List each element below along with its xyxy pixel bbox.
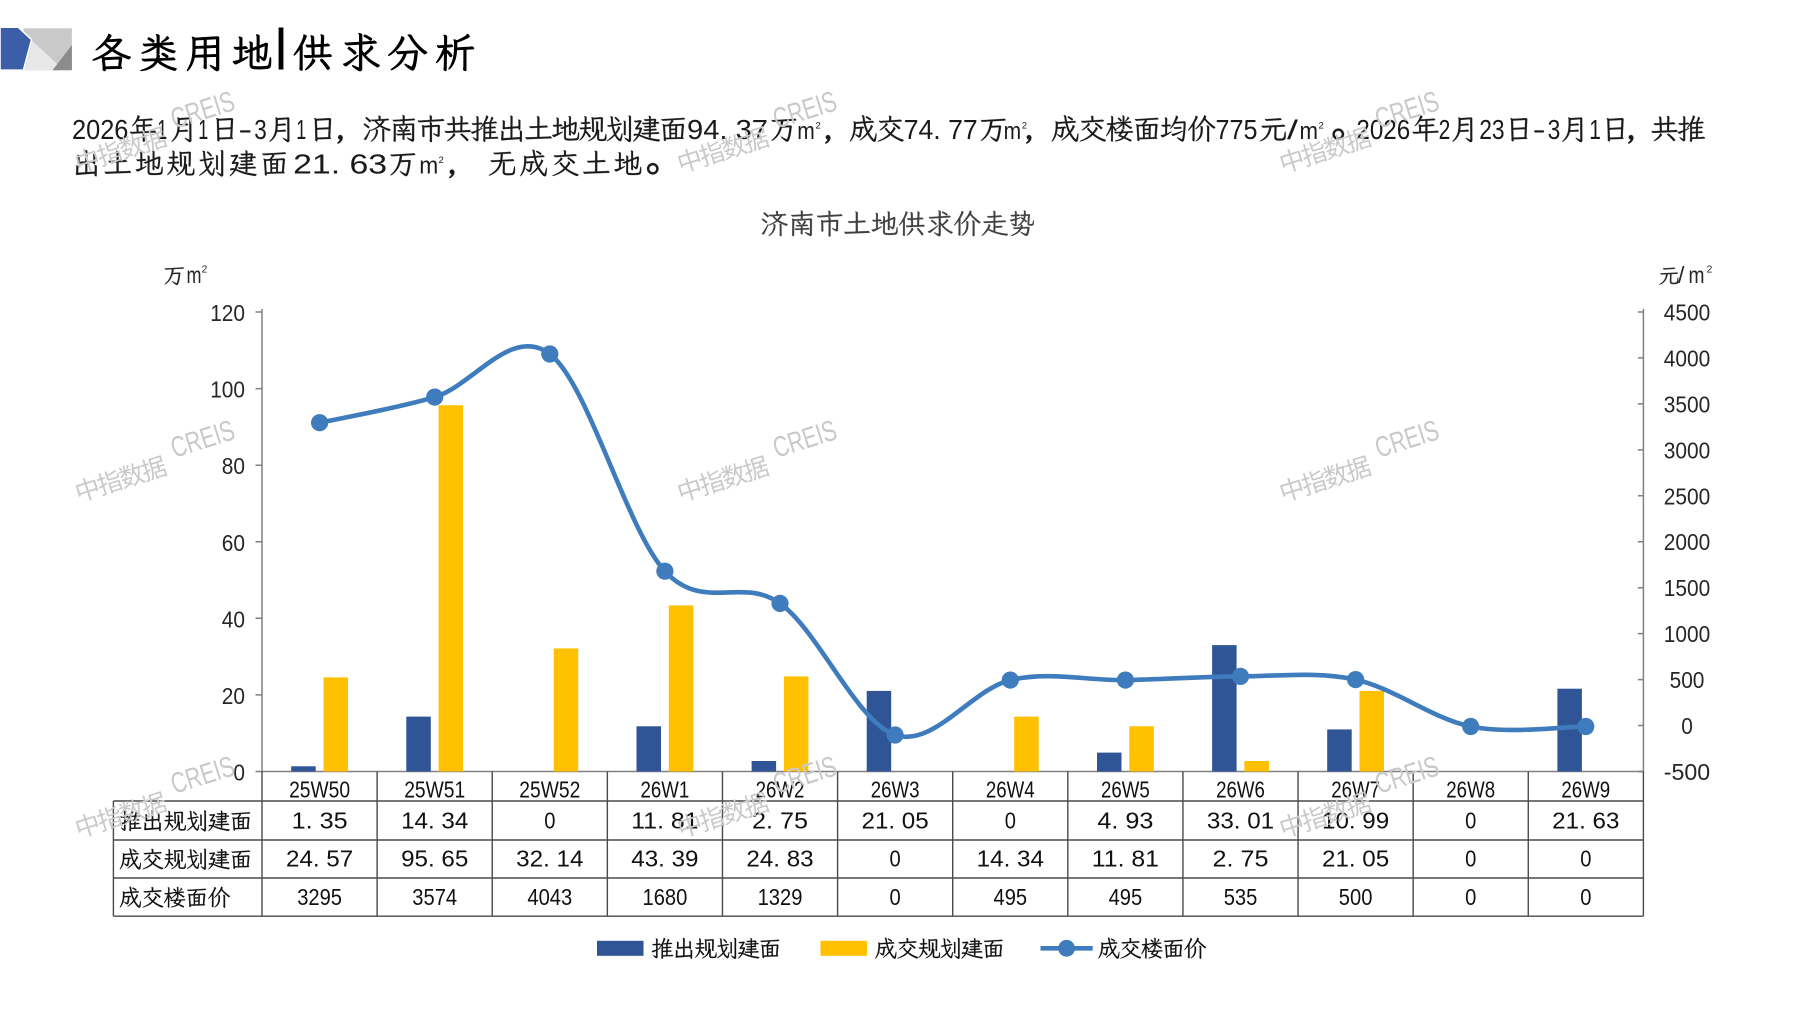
svg-text:0: 0 [1465,846,1476,872]
svg-text:0: 0 [1005,807,1016,833]
svg-text:2500: 2500 [1664,483,1710,509]
svg-text:3: 3 [254,114,266,145]
svg-text:120: 120 [210,300,245,326]
svg-text:26W2: 26W2 [756,777,805,803]
svg-text:2: 2 [202,264,208,276]
svg-text:26W5: 26W5 [1101,777,1150,803]
svg-text:4. 93: 4. 93 [1097,807,1153,833]
svg-text:0: 0 [890,884,901,910]
svg-text:21. 05: 21. 05 [1322,846,1389,872]
svg-text:33. 01: 33. 01 [1207,807,1274,833]
svg-text:/: / [1678,262,1685,288]
svg-text:2: 2 [816,121,821,132]
svg-text:2026: 2026 [72,114,128,145]
svg-text:80: 80 [222,453,245,479]
svg-text:1: 1 [198,114,208,145]
svg-text:2: 2 [1707,264,1713,276]
svg-text:40: 40 [222,606,245,632]
svg-text:26W4: 26W4 [986,777,1035,803]
svg-text:21. 05: 21. 05 [862,807,929,833]
svg-text:/: / [1287,115,1299,145]
svg-text:495: 495 [1109,884,1143,910]
svg-text:26W1: 26W1 [641,777,690,803]
svg-text:26W7: 26W7 [1331,777,1380,803]
svg-text:0: 0 [1580,884,1591,910]
svg-text:535: 535 [1224,884,1258,910]
svg-text:10. 99: 10. 99 [1322,807,1389,833]
svg-text:-: - [1533,114,1546,145]
svg-text:0: 0 [233,760,245,786]
svg-text:2: 2 [1022,121,1027,132]
svg-text:21. 63: 21. 63 [1552,807,1619,833]
svg-text:-500: -500 [1664,759,1710,785]
svg-text:m: m [1300,118,1319,145]
svg-text:60: 60 [222,530,245,556]
svg-text:100: 100 [210,377,245,403]
svg-text:3295: 3295 [297,884,342,910]
svg-text:24. 57: 24. 57 [286,846,353,872]
svg-text:0: 0 [544,807,555,833]
svg-text:m: m [1004,118,1022,145]
svg-text:2000: 2000 [1664,529,1710,555]
svg-text:21. 63: 21. 63 [293,149,387,180]
svg-text:0: 0 [1681,713,1693,739]
svg-text:495: 495 [994,884,1028,910]
svg-text:1000: 1000 [1664,621,1710,647]
svg-text:95. 65: 95. 65 [401,846,468,872]
svg-text:26W6: 26W6 [1216,777,1265,803]
svg-text:43. 39: 43. 39 [631,846,698,872]
svg-text:0: 0 [890,846,901,872]
svg-text:25W52: 25W52 [519,777,580,803]
svg-text:24. 83: 24. 83 [746,846,813,872]
svg-text:4043: 4043 [527,884,572,910]
svg-text:2. 75: 2. 75 [752,807,808,833]
svg-text:74. 77: 74. 77 [904,114,978,145]
svg-text:25W51: 25W51 [404,777,465,803]
svg-text:32. 14: 32. 14 [516,846,583,872]
svg-text:14. 34: 14. 34 [977,846,1044,872]
svg-text:m: m [1689,262,1705,288]
svg-text:26W3: 26W3 [871,777,920,803]
svg-text:0: 0 [1465,884,1476,910]
svg-text:14. 34: 14. 34 [401,807,468,833]
svg-text:3574: 3574 [412,884,457,910]
svg-text:2: 2 [439,155,444,166]
svg-text:1500: 1500 [1664,575,1710,601]
svg-text:m: m [419,153,438,180]
svg-text:2: 2 [1319,121,1324,132]
svg-text:26W8: 26W8 [1446,777,1495,803]
svg-text:0: 0 [1580,846,1591,872]
svg-text:2. 75: 2. 75 [1213,846,1269,872]
svg-text:775: 775 [1216,114,1258,145]
svg-text:3500: 3500 [1664,391,1710,417]
svg-text:2: 2 [1439,114,1451,145]
svg-text:500: 500 [1339,884,1373,910]
svg-text:1680: 1680 [643,884,688,910]
svg-text:0: 0 [1465,807,1476,833]
svg-text:11. 81: 11. 81 [1092,846,1159,872]
svg-text:m: m [187,262,202,288]
svg-text:1: 1 [1589,114,1601,145]
svg-text:1329: 1329 [758,884,803,910]
svg-text:20: 20 [222,683,245,709]
svg-text:4000: 4000 [1664,345,1710,371]
svg-text:500: 500 [1670,667,1705,693]
svg-text:4500: 4500 [1664,300,1710,326]
svg-text:1. 35: 1. 35 [292,807,348,833]
svg-text:-: - [238,114,252,145]
svg-text:25W50: 25W50 [289,777,350,803]
svg-text:26W9: 26W9 [1561,777,1610,803]
svg-text:23: 23 [1479,114,1504,145]
svg-text:m: m [797,118,815,145]
svg-text:1: 1 [296,114,306,145]
svg-text:3000: 3000 [1664,437,1710,463]
svg-text:1: 1 [157,114,167,145]
svg-text:3: 3 [1548,114,1561,145]
